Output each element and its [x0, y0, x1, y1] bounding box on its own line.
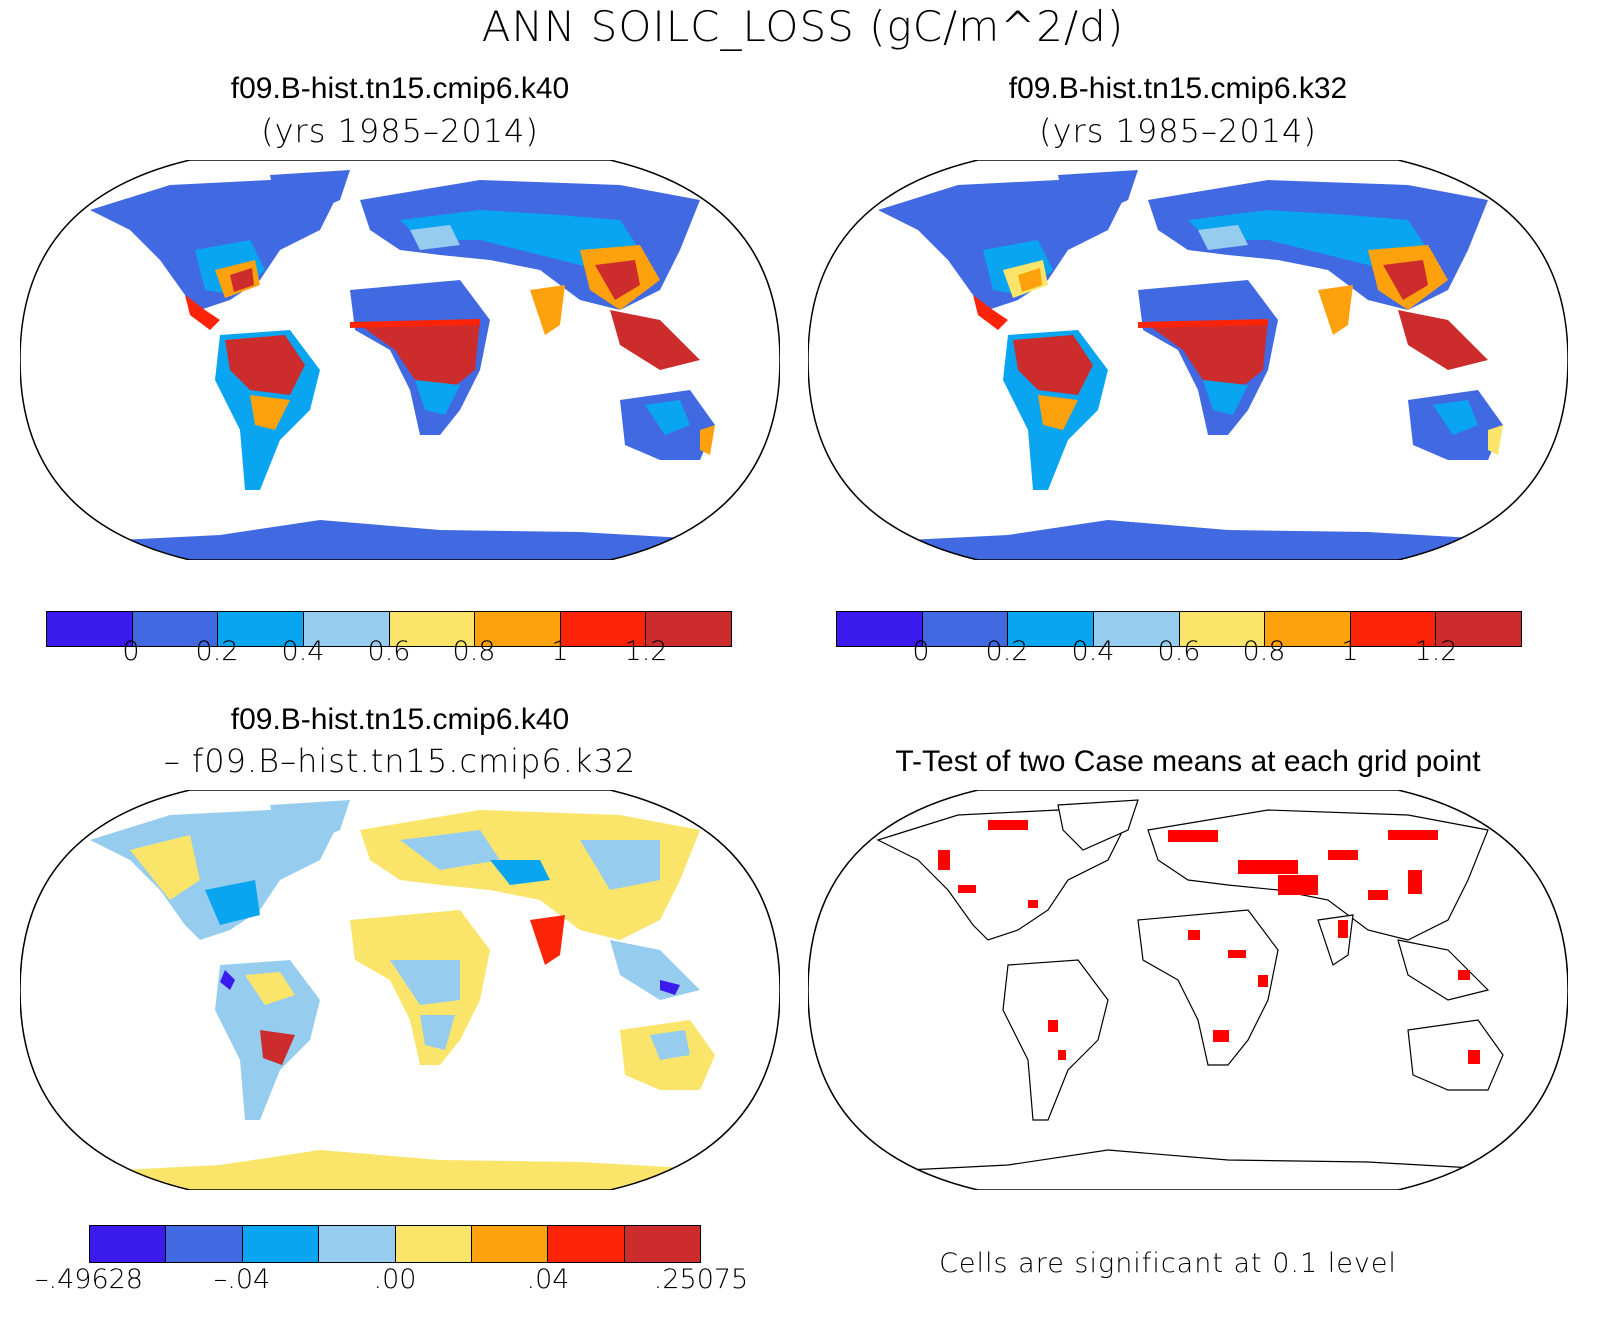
colorbar-top-right — [836, 611, 1522, 647]
tick-label: .25075 — [653, 1264, 749, 1295]
panel-subtitle-top-left: (yrs 1985–2014) — [261, 112, 539, 150]
tick-label: 0.8 — [1242, 636, 1286, 667]
africa-outline — [1137, 909, 1279, 1066]
north-america-landmass — [90, 180, 340, 310]
tick-label: 1 — [551, 636, 569, 667]
tick-label: 0.6 — [367, 636, 411, 667]
north-america-outline — [876, 809, 1129, 941]
panel-subtitle-top-right: (yrs 1985–2014) — [1039, 112, 1317, 150]
north-america-landmass — [878, 180, 1128, 310]
tick-label: 0.4 — [281, 636, 325, 667]
map-bottom-right — [808, 790, 1568, 1190]
panel-title-top-left: f09.B-hist.tn15.cmip6.k40 — [230, 72, 570, 105]
map-top-left — [20, 160, 780, 560]
map-top-right — [808, 160, 1568, 560]
colorbar-bottom-left — [89, 1225, 701, 1263]
tick-label: 1 — [1341, 636, 1359, 667]
south-america-outline — [1002, 959, 1109, 1121]
colorbar-top-left — [46, 611, 732, 647]
tick-label: –.49628 — [35, 1264, 143, 1295]
tick-label: 0.4 — [1071, 636, 1115, 667]
tick-label: .04 — [526, 1264, 570, 1295]
tick-label: 0.2 — [985, 636, 1029, 667]
tick-label: 0.8 — [452, 636, 496, 667]
tick-label: 0.6 — [1157, 636, 1201, 667]
antarctica-landmass — [120, 1150, 720, 1190]
tick-label: 0 — [912, 636, 930, 667]
significant-cells — [938, 820, 1480, 1064]
significance-note: Cells are significant at 0.1 level — [939, 1248, 1397, 1279]
tick-label: 1.2 — [624, 636, 668, 667]
tick-label: 0 — [122, 636, 140, 667]
panel-title-top-right: f09.B-hist.tn15.cmip6.k32 — [1008, 72, 1348, 105]
figure-title: ANN SOILC_LOSS (gC/m^2/d) — [481, 2, 1125, 51]
tick-label: 0.2 — [195, 636, 239, 667]
tick-label: –.04 — [213, 1264, 271, 1295]
tick-label: 1.2 — [1414, 636, 1458, 667]
panel-title-bottom-left: f09.B-hist.tn15.cmip6.k40 — [230, 703, 570, 736]
north-america-landmass — [90, 810, 340, 940]
antarctica-landmass — [908, 520, 1508, 560]
australia-outline — [1407, 1019, 1504, 1091]
map-bottom-left — [20, 790, 780, 1190]
antarctica-landmass — [120, 520, 720, 560]
panel-title-bottom-right: T-Test of two Case means at each grid po… — [895, 745, 1481, 778]
tick-label: .00 — [373, 1264, 417, 1295]
panel-subtitle-bottom-left: – f09.B–hist.tn15.cmip6.k32 — [163, 742, 637, 780]
